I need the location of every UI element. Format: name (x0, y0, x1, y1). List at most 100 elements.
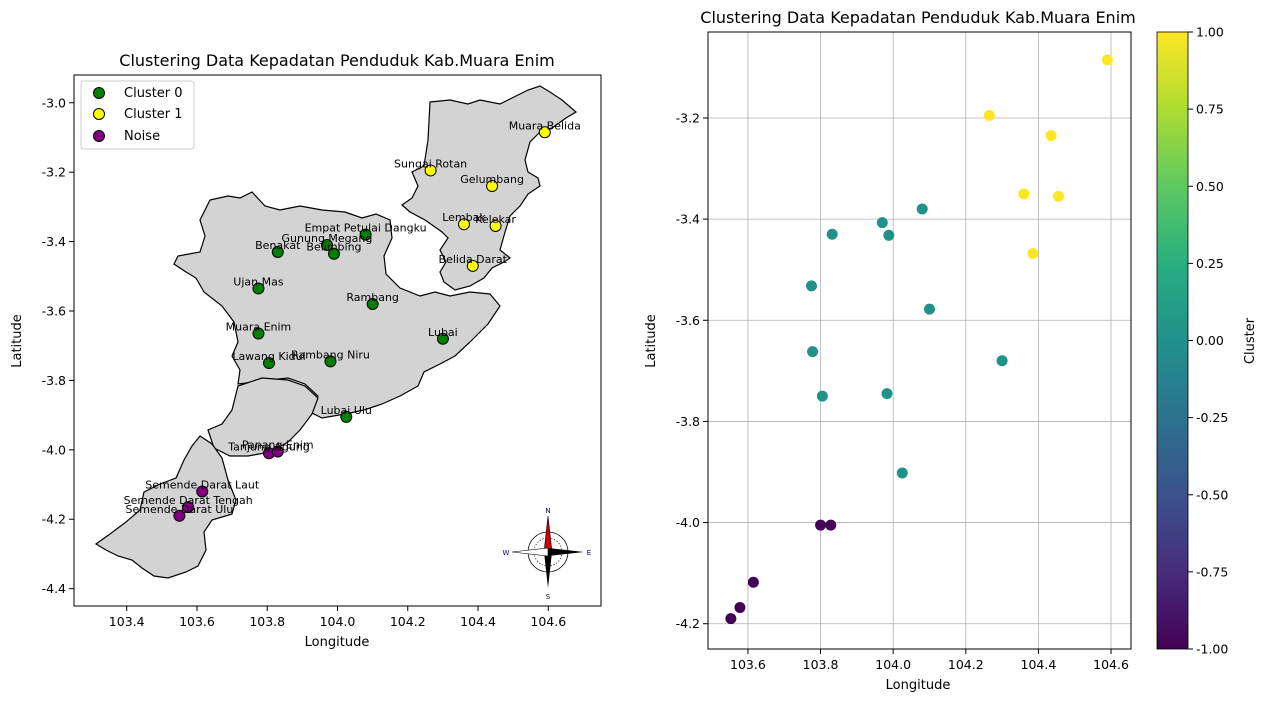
right-point (996, 355, 1008, 367)
right-point (896, 467, 908, 479)
colorbar-ticks: 1.00 0.75 0.50 0.25 0.00 -0.25 -0.50 -0.75 -1.00 (1188, 25, 1228, 657)
right-point (983, 109, 995, 121)
colorbar-tick-label: -0.50 (1196, 487, 1228, 502)
legend-marker-noise (93, 130, 105, 142)
left-chart: Clustering Data Kepadatan Penduduk Kab.M… (10, 51, 602, 650)
legend-marker-cluster-0 (93, 87, 105, 99)
right-point (923, 303, 935, 315)
colorbar-tick-label: 0.00 (1196, 333, 1224, 348)
legend-label-noise: Noise (124, 129, 160, 144)
left-point (320, 239, 333, 252)
left-y-tick-label: -3.0 (42, 95, 66, 110)
left-point (252, 327, 265, 340)
point-label: Ujan Mas (233, 275, 284, 288)
left-point (424, 164, 437, 177)
compass-needle-north (543, 515, 553, 553)
point-label: Tanjung Agung (227, 440, 310, 453)
left-y-tick-label: -3.8 (42, 373, 66, 388)
point-label: Gunung Megang (282, 232, 373, 245)
right-y-tick-label: -3.4 (676, 212, 700, 227)
right-point (725, 613, 737, 625)
legend-label-cluster-1: Cluster 1 (124, 107, 183, 122)
left-x-tick-label: 103.8 (249, 614, 285, 629)
region-southwest-polygon (94, 435, 237, 579)
left-point (173, 509, 186, 522)
right-x-tick-label: 104.6 (1093, 657, 1129, 672)
left-point (486, 180, 499, 193)
left-y-tick-label: -3.6 (42, 304, 66, 319)
right-x-tick-label: 103.8 (803, 657, 839, 672)
left-point (359, 228, 372, 241)
compass-w: W (503, 549, 510, 557)
point-label: Muara Belida (509, 119, 581, 132)
point-label: Benakat (255, 239, 301, 252)
right-x-tick-label: 104.4 (1021, 657, 1057, 672)
right-point (816, 390, 828, 402)
left-point (252, 282, 265, 295)
right-point (815, 519, 827, 531)
right-y-axis-label: Latitude (644, 314, 659, 368)
right-point (747, 576, 759, 588)
right-chart-title: Clustering Data Kepadatan Penduduk Kab.M… (700, 8, 1135, 27)
left-point (457, 218, 470, 231)
left-y-tick-label: -4.0 (42, 442, 66, 457)
point-label: Lubai (428, 326, 458, 339)
left-chart-title: Clustering Data Kepadatan Penduduk Kab.M… (119, 51, 554, 70)
compass-needle-south (544, 552, 552, 588)
right-point (1027, 248, 1039, 260)
right-point (1045, 130, 1057, 142)
right-point (916, 203, 928, 215)
right-point (1101, 54, 1113, 66)
left-y-tick-label: -4.2 (42, 512, 66, 527)
point-label: Lubai Ulu (321, 404, 372, 417)
compass-s: S (546, 593, 551, 601)
compass-needle-east (548, 548, 584, 556)
colorbar-tick-label: 0.75 (1196, 102, 1224, 117)
right-x-axis-label: Longitude (886, 678, 951, 693)
point-label: Rambang Niru (291, 348, 370, 361)
legend-marker-cluster-1 (93, 108, 105, 120)
left-point (327, 247, 340, 260)
left-point (271, 246, 284, 258)
region-main-polygon (173, 191, 501, 419)
right-point (1052, 190, 1064, 202)
left-points: Muara Belida Sungai Rotan Gelumbang LembakK… (124, 119, 581, 522)
right-point (883, 229, 895, 241)
point-label: Belida Darat (439, 253, 508, 266)
left-x-tick-label: 104.4 (460, 614, 496, 629)
left-point (489, 219, 502, 232)
left-point (271, 445, 284, 458)
point-label: Gelumbang (460, 173, 524, 186)
right-grid (708, 32, 1131, 649)
right-point (734, 602, 746, 614)
right-y-tick-label: -3.6 (676, 313, 700, 328)
point-label: Sungai Rotan (394, 157, 467, 170)
right-point (826, 228, 838, 240)
left-point (324, 355, 337, 368)
right-x-tick-label: 103.6 (730, 657, 766, 672)
left-point (436, 332, 449, 345)
point-label: Belimbing (306, 241, 361, 254)
right-point (805, 280, 817, 292)
right-y-tick-label: -4.2 (676, 616, 700, 631)
compass-e: E (587, 549, 591, 557)
left-x-ticks: 103.4 103.6 103.8 104.0 104.2 104.4 104.6 (109, 606, 566, 629)
right-point (881, 388, 893, 400)
point-label: Muara Enim (226, 321, 292, 334)
point-label: Rambang (346, 291, 399, 304)
point-label: Semende Darat Laut (145, 478, 260, 491)
left-point (340, 410, 353, 423)
point-label: Empat Petulai Dangku (305, 222, 427, 235)
left-x-tick-label: 104.0 (320, 614, 356, 629)
point-label: Semende Darat Tengah (124, 494, 253, 507)
colorbar-tick-label: 0.50 (1196, 179, 1224, 194)
colorbar (1156, 31, 1189, 650)
right-x-tick-label: 104.0 (875, 657, 911, 672)
colorbar-label: Cluster (1243, 317, 1258, 364)
compass-n: N (545, 507, 550, 515)
left-y-tick-label: -3.2 (42, 165, 66, 180)
compass-rose: N S E W (503, 507, 592, 601)
left-point (262, 357, 275, 370)
colorbar-tick-label: -1.00 (1196, 642, 1228, 657)
colorbar-tick-label: -0.25 (1196, 410, 1228, 425)
